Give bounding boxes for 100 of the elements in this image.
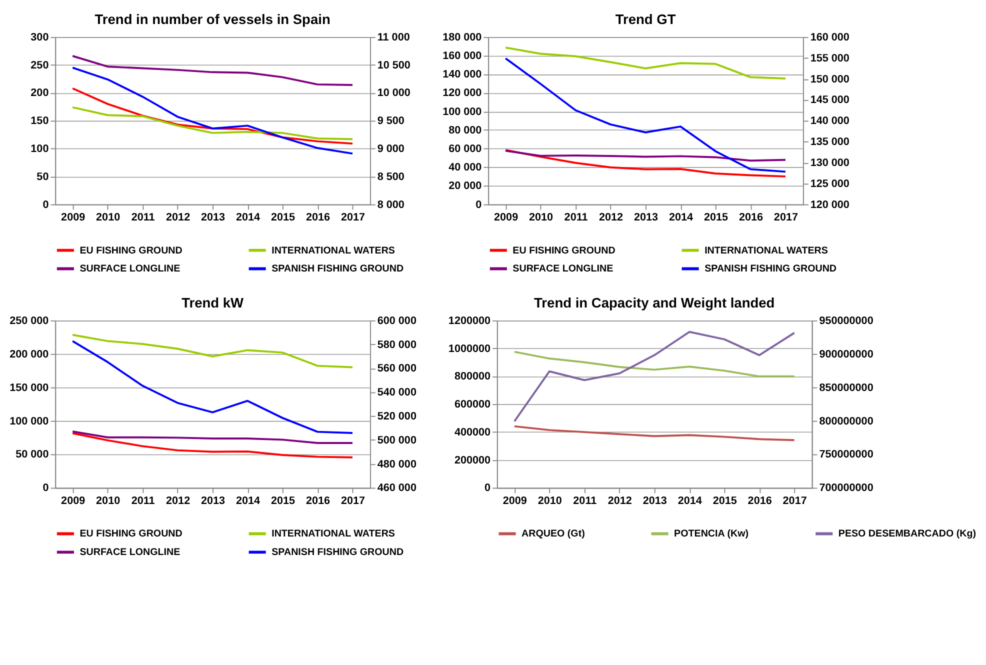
y2-tick-label: 11 000 [377,31,410,44]
line-series [504,150,786,162]
y-tick-label: 300 [30,31,49,44]
legend-label: SURFACE LONGLINE [80,547,181,558]
x-tick-label: 2012 [608,494,632,507]
y2-tick-label: 700000000 [819,482,874,494]
y2-tick-label: 135 000 [810,136,850,148]
y-tick-label: 50 [36,170,49,183]
y-tick-label: 80 000 [448,124,482,136]
y2-tick-label: 850000000 [819,382,874,394]
x-tick-label: 2017 [340,494,366,507]
line-series [72,66,354,155]
y-tick-label: 1200000 [448,314,491,327]
line-series [504,46,786,80]
legend-label: EU FISHING GROUND [80,528,182,540]
y-tick-label: 1000000 [448,342,491,355]
chart-title: Trend GT [615,12,676,28]
line-series [504,57,786,173]
legend-label: SPANISH FISHING GROUND [704,264,837,275]
y-tick-label: 200 000 [10,348,49,360]
x-tick-label: 2011 [131,494,155,507]
y2-tick-label: 10 500 [377,59,410,72]
y-tick-label: 600000 [454,398,491,411]
x-tick-label: 2015 [270,494,296,507]
x-tick-label: 2015 [704,212,728,224]
line-series [72,334,354,368]
x-tick-label: 2015 [712,494,737,507]
y2-tick-label: 750000000 [819,448,874,461]
y2-tick-label: 125 000 [810,178,850,190]
y2-tick-label: 155 000 [810,52,850,64]
x-tick-label: 2009 [494,212,518,224]
y-tick-label: 180 000 [442,31,482,44]
x-tick-label: 2009 [502,494,527,507]
y-tick-label: 160 000 [442,50,482,62]
x-tick-label: 2016 [306,212,330,224]
legend-label: PESO DESEMBARCADO (Kg) [838,528,976,540]
x-tick-label: 2013 [634,212,658,224]
x-tick-label: 2016 [306,494,330,507]
y-tick-label: 150 000 [10,382,49,394]
line-series [72,55,354,86]
y2-tick-label: 9 500 [377,115,404,128]
x-tick-label: 2012 [166,212,190,224]
y2-tick-label: 560 000 [377,362,416,375]
y-tick-label: 0 [42,198,49,211]
y-tick-label: 100 [30,143,49,156]
line-series [72,106,354,140]
y2-tick-label: 160 000 [810,31,850,44]
y-tick-label: 100 000 [10,415,49,428]
y2-tick-label: 540 000 [377,386,416,399]
legend-label: INTERNATIONAL WATERS [704,245,828,256]
legend-label: SPANISH FISHING GROUND [272,547,404,558]
y-tick-label: 400000 [454,426,491,438]
x-tick-label: 2009 [61,494,86,507]
y2-tick-label: 10 000 [377,87,410,100]
y-tick-label: 150 [30,115,49,128]
x-tick-label: 2013 [201,494,226,507]
line-series [513,330,796,422]
x-tick-label: 2012 [599,212,624,224]
x-tick-label: 2011 [564,212,588,224]
y-tick-label: 0 [484,482,491,494]
y2-tick-label: 150 000 [810,73,850,86]
legend-label: INTERNATIONAL WATERS [272,528,396,540]
x-tick-label: 2014 [236,494,260,507]
line-series [513,350,796,378]
y2-tick-label: 130 000 [810,156,850,169]
x-tick-label: 2017 [782,494,807,507]
y-tick-label: 40 000 [448,162,482,174]
y-tick-label: 200 [30,87,49,100]
x-tick-label: 2012 [166,494,190,507]
line-series [72,432,354,458]
y2-tick-label: 8 000 [377,198,404,211]
legend-label: ARQUEO (Gt) [522,528,585,540]
x-tick-label: 2014 [678,494,702,507]
y2-tick-label: 140 000 [810,115,850,128]
x-tick-label: 2017 [340,212,366,224]
x-tick-label: 2017 [774,212,798,224]
y-tick-label: 100 000 [442,106,482,118]
x-tick-label: 2009 [61,212,86,224]
chart-title: Trend in number of vessels in Spain [94,12,330,28]
y2-tick-label: 520 000 [377,410,416,422]
y-tick-label: 250 [30,59,49,72]
y-tick-label: 0 [476,198,482,211]
y2-tick-label: 800000000 [819,415,874,428]
x-tick-label: 2010 [96,494,120,507]
x-tick-label: 2014 [668,212,694,224]
x-tick-label: 2013 [642,494,667,507]
x-tick-label: 2010 [529,212,554,224]
x-tick-label: 2016 [748,494,772,507]
y-tick-label: 250 000 [10,314,49,327]
y2-tick-label: 8 500 [377,170,404,183]
line-series [72,87,354,145]
y2-tick-label: 600 000 [377,314,416,327]
y2-tick-label: 460 000 [377,482,416,494]
y2-tick-label: 950000000 [819,314,874,327]
y-tick-label: 200000 [454,454,491,466]
y2-tick-label: 120 000 [810,198,850,211]
x-tick-label: 2011 [573,494,597,507]
line-series [72,340,354,434]
x-tick-label: 2015 [270,212,296,224]
y2-tick-label: 900000000 [819,348,874,360]
